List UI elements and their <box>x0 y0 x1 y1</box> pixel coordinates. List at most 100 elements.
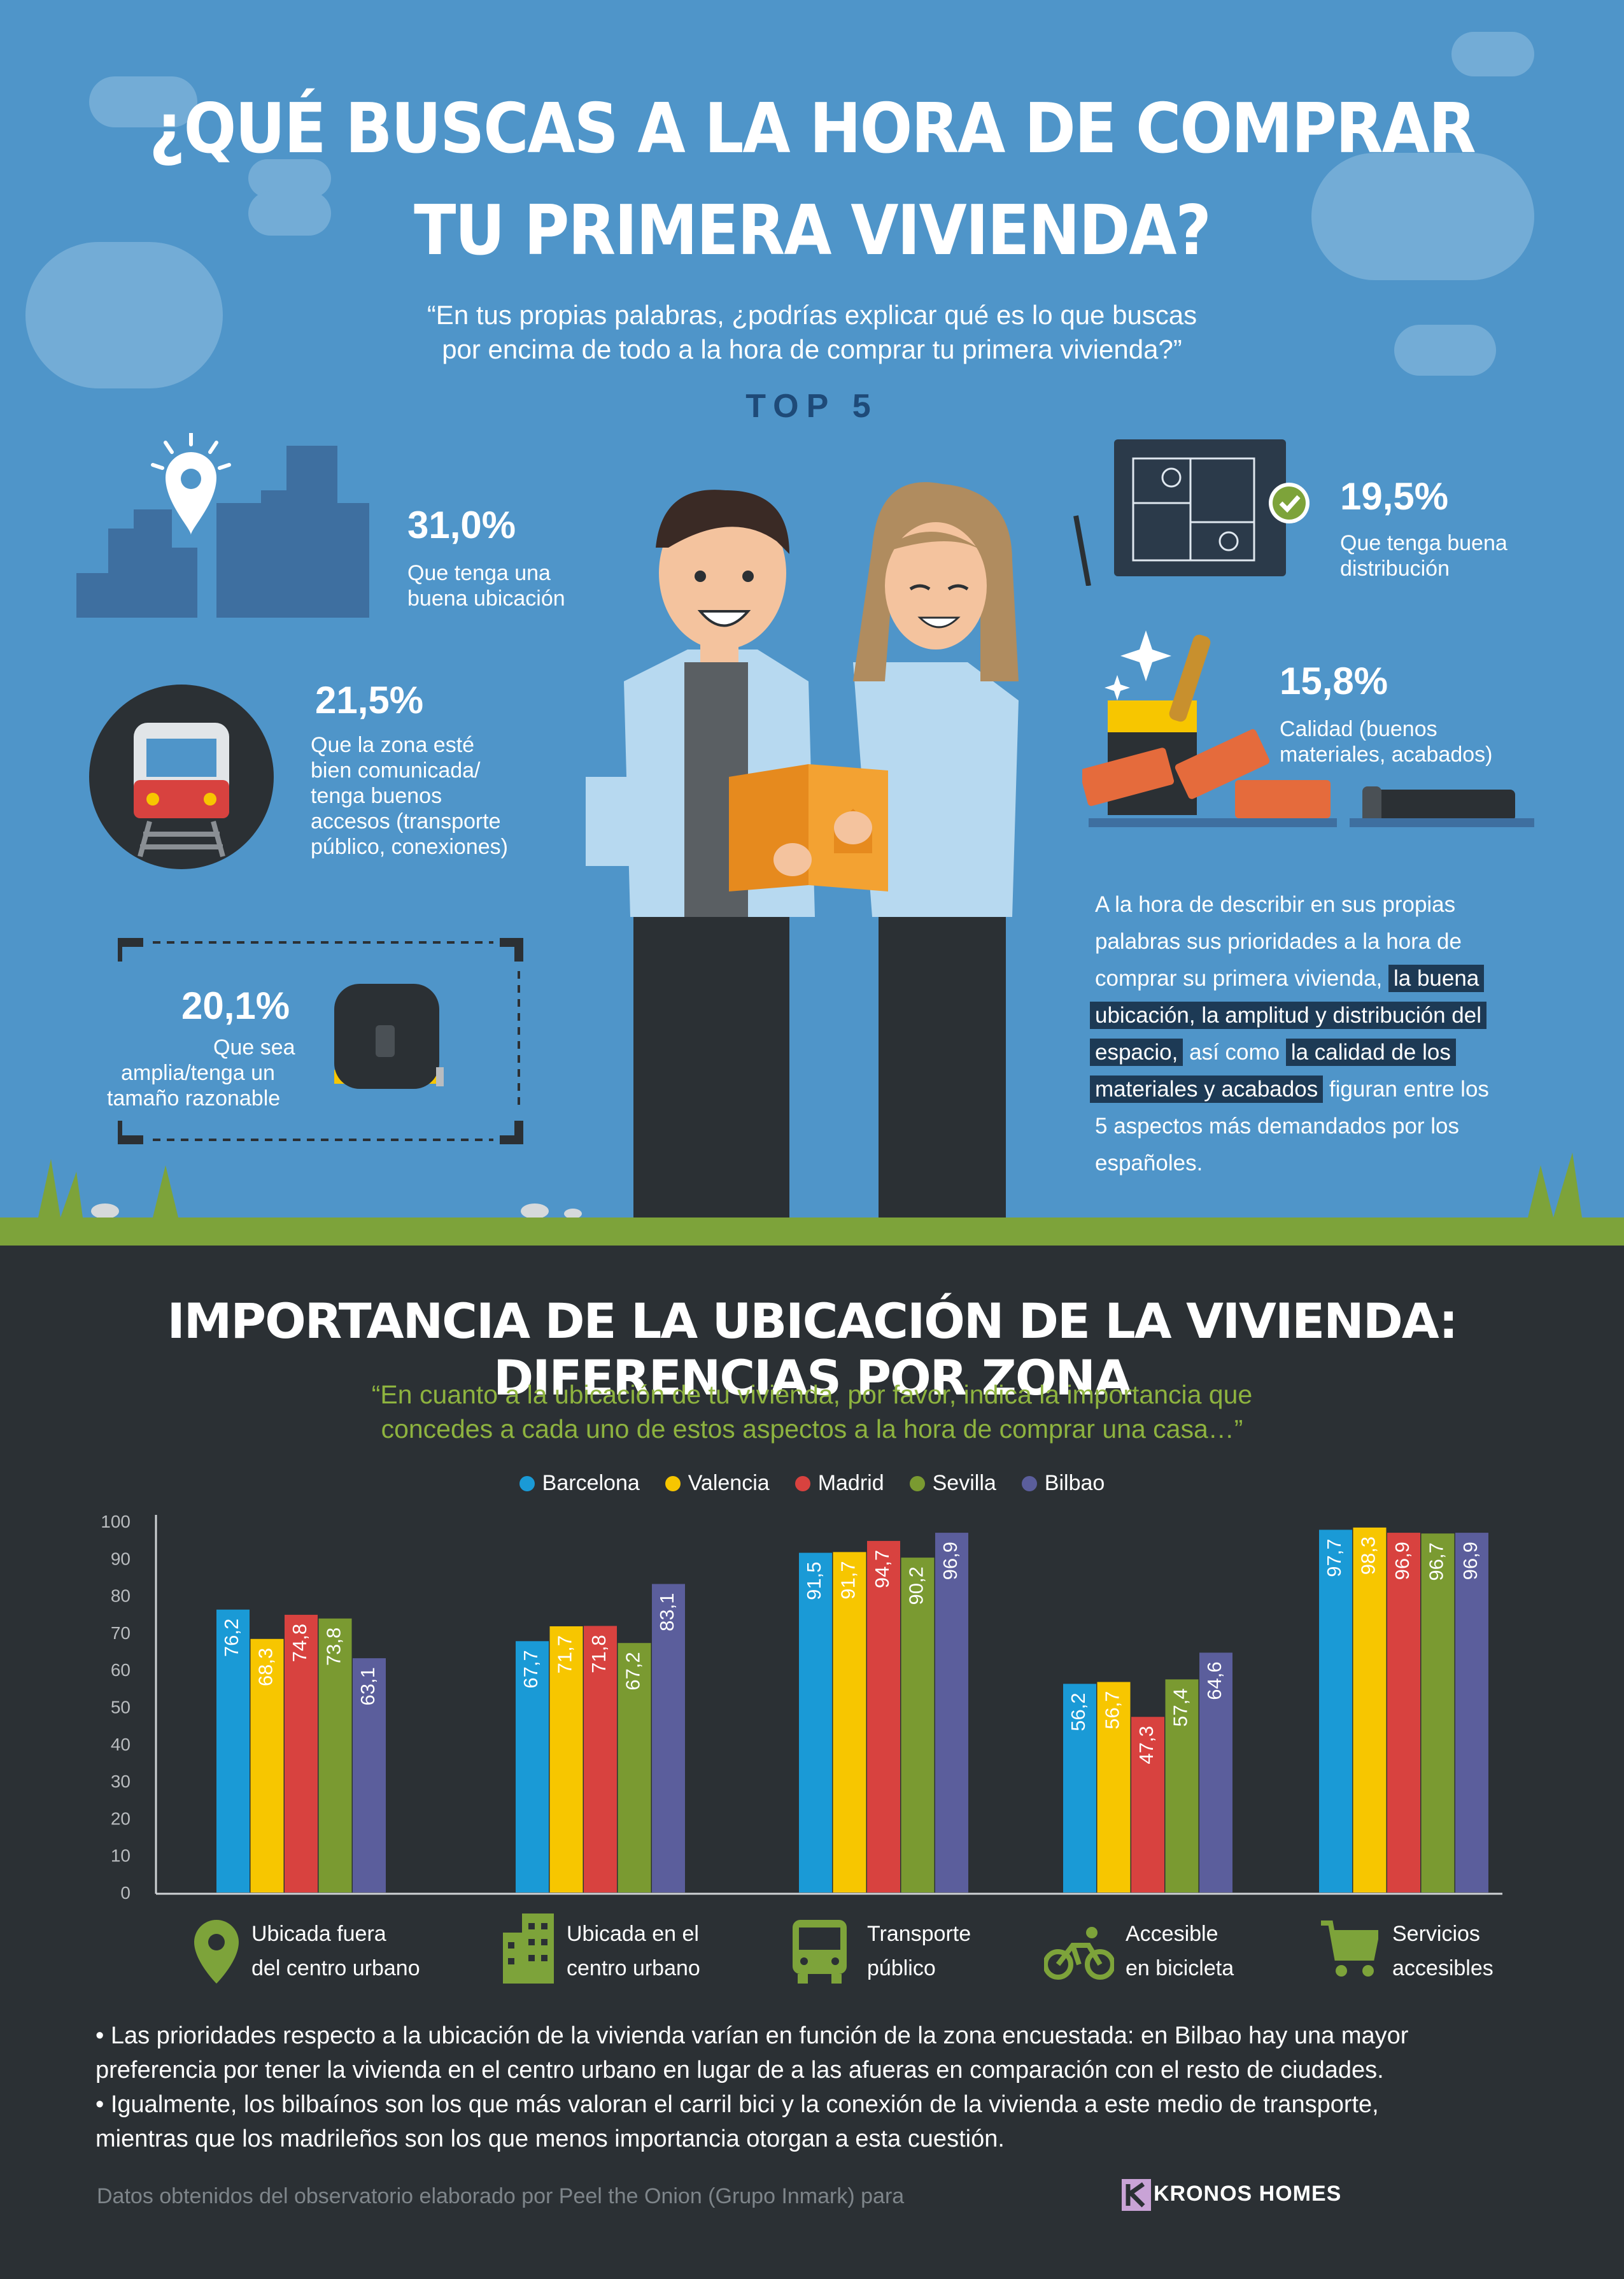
data-label: 74,8 <box>288 1624 311 1662</box>
data-label: 47,3 <box>1135 1726 1157 1764</box>
bar-bilbao <box>935 1533 968 1892</box>
legend-item-valencia: Valencia <box>665 1471 770 1496</box>
bus-icon <box>793 1920 847 1984</box>
y-tick-label: 40 <box>111 1735 131 1754</box>
section-question-line1: “En cuanto a la ubicación de tu vivienda… <box>371 1380 1253 1409</box>
legend-swatch <box>909 1475 925 1491</box>
stat-desc-quality-line1: Calidad (buenos <box>1280 717 1437 741</box>
data-label: 83,1 <box>656 1593 678 1631</box>
data-label: 73,8 <box>323 1628 345 1666</box>
category-label: centro urbano <box>567 1956 700 1980</box>
bar-valencia <box>1097 1682 1131 1892</box>
shopping-cart-icon <box>1321 1920 1378 1977</box>
summary-line2: palabras sus prioridades a la hora de <box>1095 929 1462 954</box>
data-label: 71,7 <box>554 1635 576 1673</box>
data-label: 96,9 <box>1459 1542 1481 1580</box>
top5-label: TOP 5 <box>745 388 879 425</box>
category-label: público <box>867 1956 936 1980</box>
section-title: IMPORTANCIA DE LA UBICACIÓN DE LA VIVIEN… <box>167 1293 1458 1406</box>
brand-name: KRONOS HOMES <box>1154 2182 1342 2206</box>
summary-line4: ubicación, la amplitud y distribución de… <box>1090 997 1486 1034</box>
highlight-text: materiales y acabados <box>1090 1076 1324 1103</box>
stat-desc-quality-line2: materiales, acabados) <box>1280 742 1493 767</box>
bar-sevilla <box>618 1643 651 1892</box>
summary-line3: comprar su primera vivienda, la buena <box>1095 960 1485 997</box>
data-label: 96,7 <box>1425 1542 1448 1580</box>
highlight-text: espacio, <box>1090 1039 1183 1066</box>
bar-bilbao <box>1455 1533 1488 1892</box>
highlight-text: la buena <box>1388 965 1485 992</box>
legend-item-bilbao: Bilbao <box>1021 1471 1105 1496</box>
data-label: 68,3 <box>255 1648 277 1686</box>
data-label: 90,2 <box>905 1566 928 1605</box>
paint-bricks-icon <box>1082 630 1534 827</box>
bar-sevilla <box>318 1618 352 1892</box>
data-label: 71,8 <box>588 1635 610 1673</box>
summary-line8: españoles. <box>1095 1151 1203 1175</box>
bar-bilbao <box>652 1584 685 1892</box>
stat-desc-transport-line1: Que la zona esté <box>311 733 475 757</box>
data-label: 67,7 <box>519 1650 542 1688</box>
data-label: 57,4 <box>1169 1688 1192 1726</box>
data-label: 56,2 <box>1067 1693 1089 1731</box>
stat-desc-layout-line2: distribución <box>1340 557 1450 581</box>
tape-measure-icon <box>118 938 523 1144</box>
floor-plan-icon <box>1073 439 1310 586</box>
legend-item-madrid: Madrid <box>794 1471 884 1496</box>
category-label: en bicicleta <box>1126 1956 1234 1980</box>
y-tick-label: 100 <box>101 1512 131 1531</box>
bar-valencia <box>1353 1527 1387 1892</box>
data-label: 97,7 <box>1323 1538 1345 1577</box>
cloud <box>25 242 223 388</box>
y-tick-label: 20 <box>111 1808 131 1828</box>
cloud <box>89 76 197 127</box>
survey-question-line1: “En tus propias palabras, ¿podrías expli… <box>427 300 1197 330</box>
data-label: 94,7 <box>871 1550 893 1588</box>
y-tick-label: 30 <box>111 1771 131 1791</box>
bar-barcelona <box>1063 1684 1096 1892</box>
y-tick-label: 90 <box>111 1549 131 1568</box>
summary-line1: A la hora de describir en sus propias <box>1095 892 1456 917</box>
stat-desc-location-line2: buena ubicación <box>407 586 565 611</box>
bar-madrid <box>867 1540 900 1892</box>
stat-desc-transport-line5: público, conexiones) <box>311 835 508 859</box>
page-title-line1: ¿QUÉ BUSCAS A LA HORA DE COMPRAR <box>149 89 1476 169</box>
category-label: Transporte <box>867 1922 971 1946</box>
cloud <box>1451 32 1534 76</box>
cloud <box>248 191 331 236</box>
bar-sevilla <box>1421 1533 1455 1892</box>
stat-pct-transport: 21,5% <box>315 679 424 721</box>
summary-line7: 5 aspectos más demandados por los <box>1095 1114 1459 1139</box>
highlight-text: la calidad de los <box>1285 1039 1456 1066</box>
category-label: Ubicada en el <box>567 1922 699 1946</box>
map-pin-icon <box>194 1920 239 1984</box>
bar-barcelona <box>1319 1530 1352 1892</box>
bar-sevilla <box>1165 1679 1199 1892</box>
data-label: 64,6 <box>1203 1661 1225 1700</box>
stat-pct-space: 20,1% <box>181 984 290 1027</box>
summary-line6: materiales y acabados figuran entre los <box>1090 1071 1489 1108</box>
y-tick-label: 0 <box>120 1883 131 1903</box>
conclusions: • Las prioridades respecto a la ubicació… <box>95 2019 1534 2156</box>
legend-swatch <box>519 1475 535 1491</box>
bar-madrid <box>1387 1533 1420 1892</box>
stat-desc-space-line1: Que sea <box>213 1035 295 1060</box>
bar-bilbao <box>1199 1652 1232 1892</box>
conclusion-line: preferencia por tener la vivienda en el … <box>95 2057 1384 2084</box>
data-label: 76,2 <box>220 1619 243 1657</box>
cloud <box>1311 153 1534 280</box>
category-label: del centro urbano <box>251 1956 420 1980</box>
section-question-line2: concedes a cada uno de estos aspectos a … <box>381 1414 1243 1444</box>
conclusion-line: mientras que los madrileños son los que … <box>95 2126 1005 2152</box>
bar-barcelona <box>799 1552 832 1892</box>
y-tick-label: 80 <box>111 1586 131 1606</box>
bar-madrid <box>1131 1717 1164 1892</box>
category-label: Ubicada fuera <box>251 1922 386 1946</box>
data-label: 96,9 <box>1391 1542 1413 1580</box>
top-section: ¿QUÉ BUSCAS A LA HORA DE COMPRAR TU PRIM… <box>0 0 1624 1218</box>
bar-madrid <box>584 1626 617 1892</box>
grass-strip <box>0 1218 1624 1246</box>
stat-desc-transport-line3: tenga buenos <box>311 784 442 808</box>
category-label: Accesible <box>1126 1922 1218 1946</box>
